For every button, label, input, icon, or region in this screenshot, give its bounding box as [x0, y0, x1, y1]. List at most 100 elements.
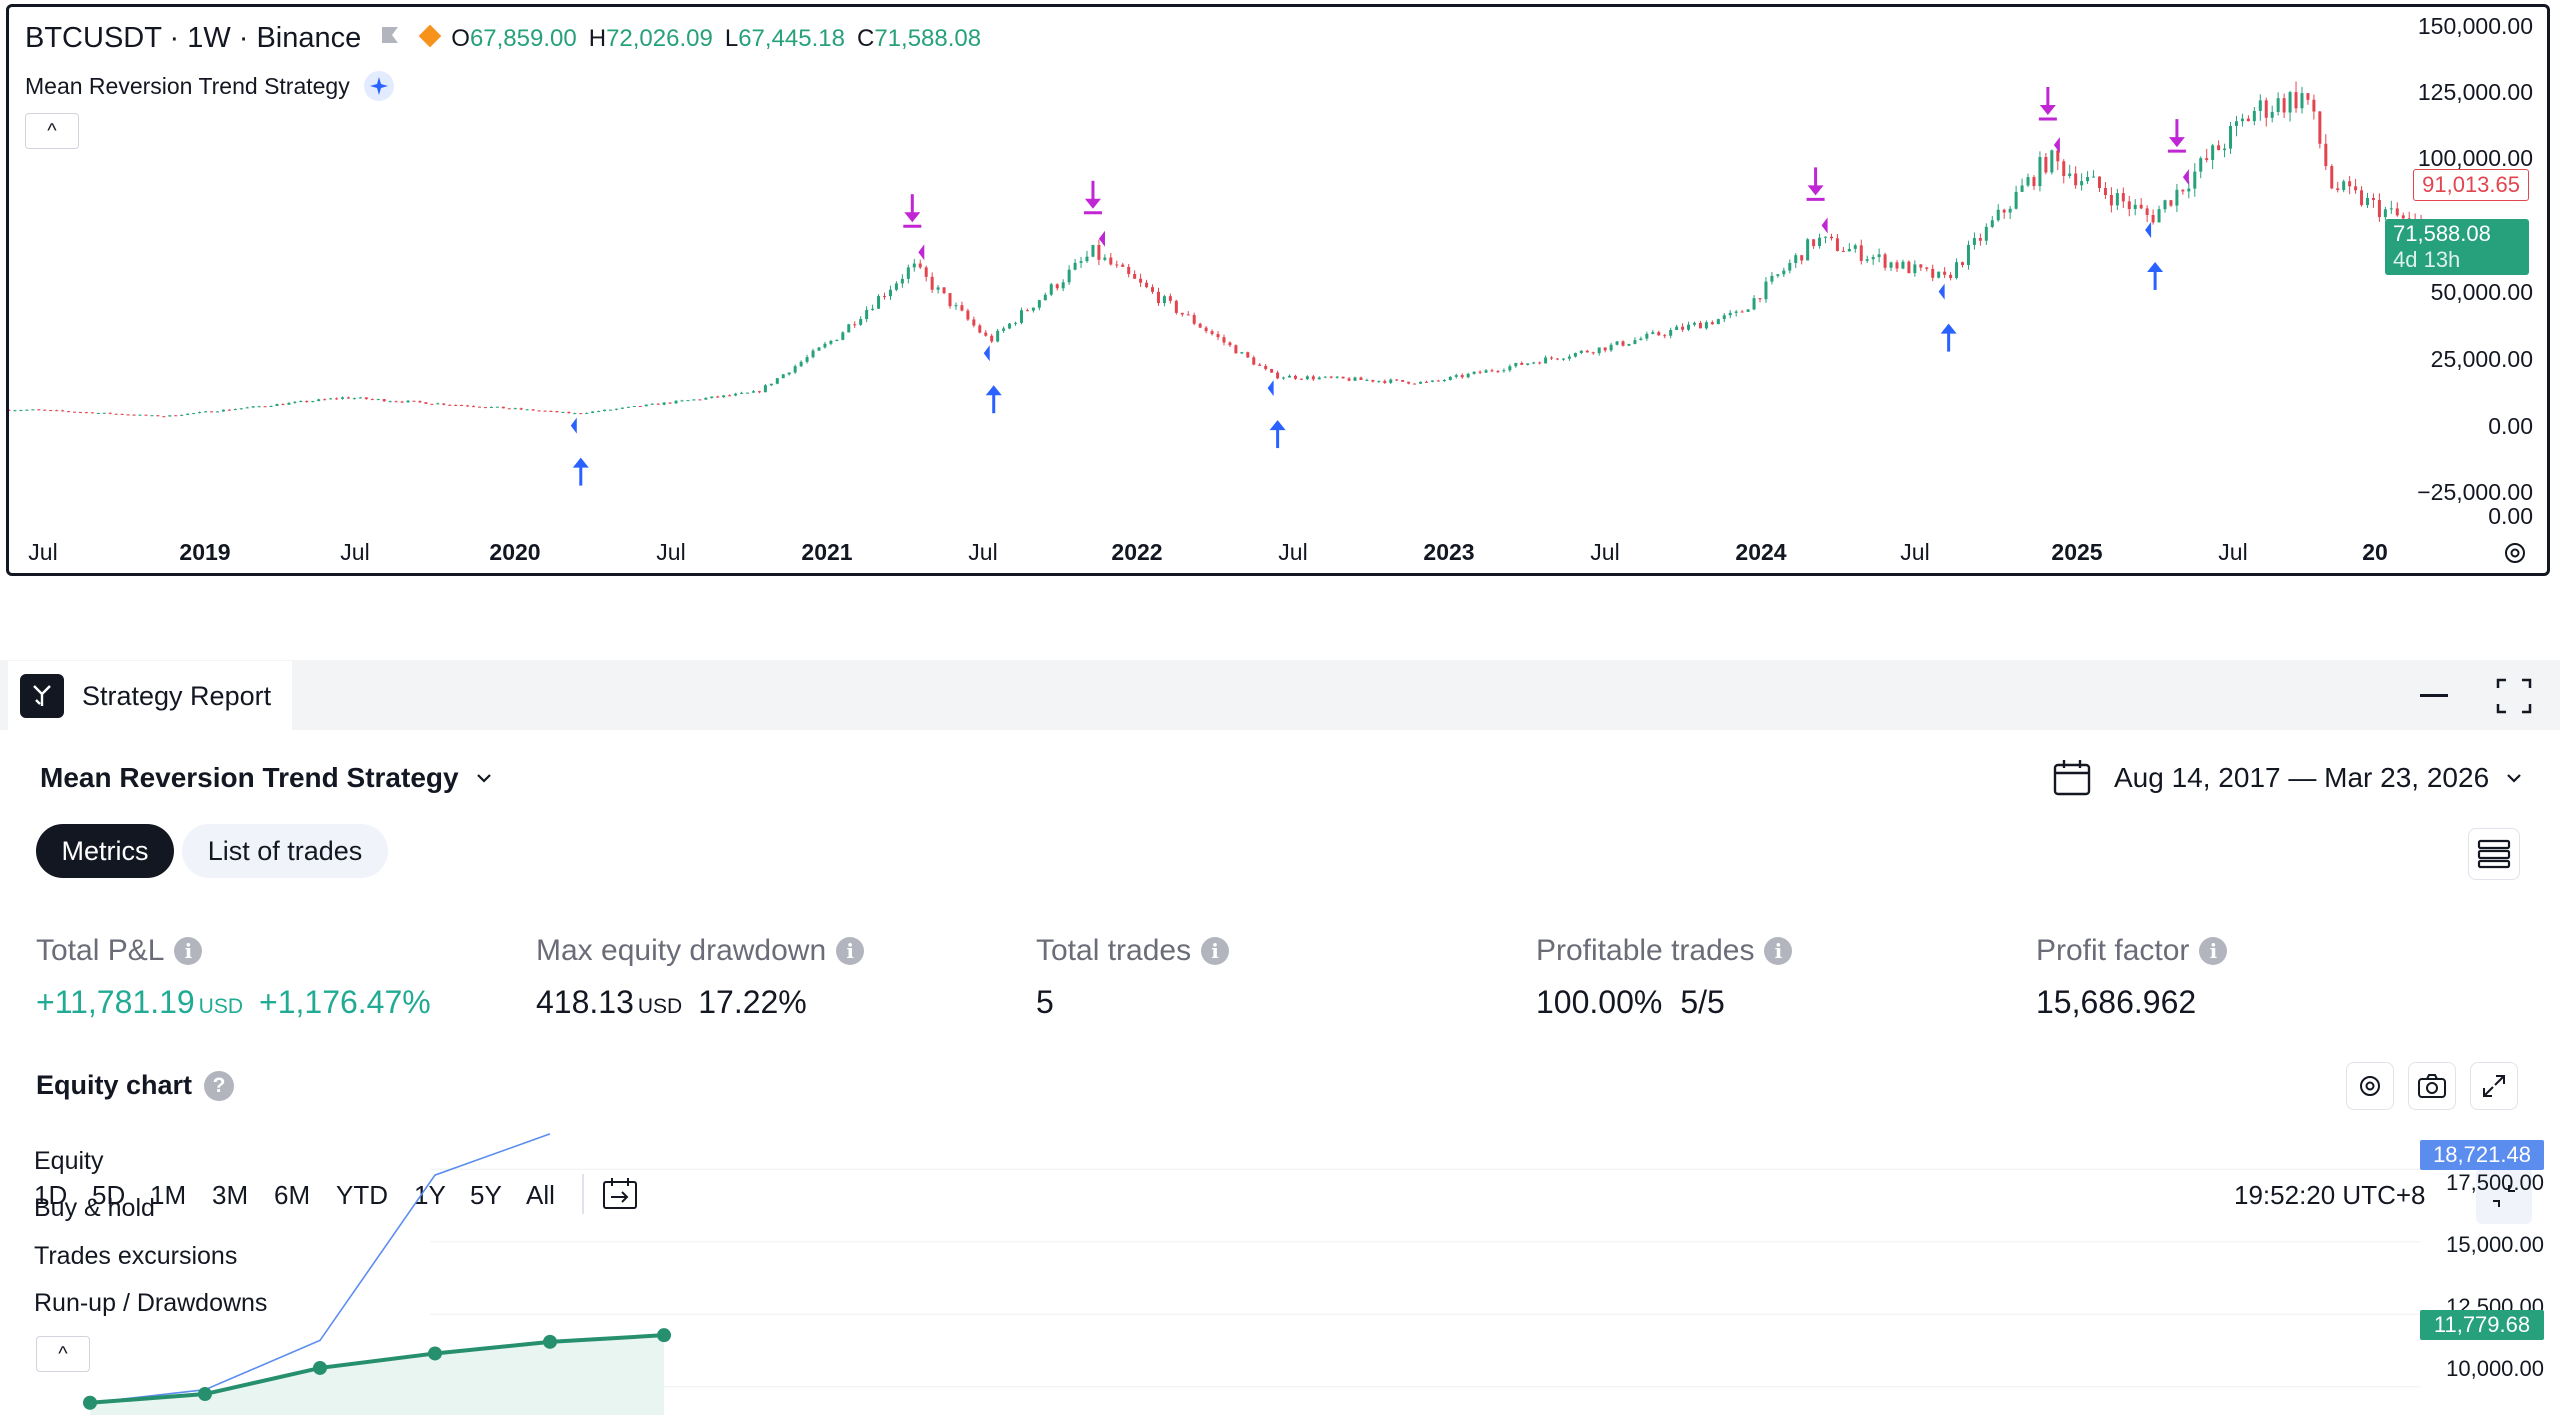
info-icon[interactable]: i: [1201, 937, 1230, 965]
equity-y-label: 15,000.00: [2446, 1232, 2544, 1257]
chevron-down-icon: [2507, 774, 2521, 783]
candle-body: [1299, 378, 1303, 380]
candle-body: [67, 411, 71, 413]
range-5y-button[interactable]: 5Y: [470, 1180, 502, 1210]
candle-body: [954, 305, 958, 307]
candle-body: [346, 397, 350, 399]
date-range-selector[interactable]: Aug 14, 2017 — Mar 23, 2026: [2052, 758, 2527, 798]
candle-body: [1561, 358, 1565, 360]
strategy-legend[interactable]: Mean Reversion Trend Strategy: [25, 71, 394, 101]
symbol-title[interactable]: BTCUSDT · 1W · Binance: [25, 22, 362, 54]
go-to-date-calendar-icon[interactable]: [602, 1176, 640, 1217]
legend-runup-drawdowns[interactable]: Run-up / Drawdowns: [34, 1289, 268, 1317]
info-icon[interactable]: i: [2199, 937, 2228, 965]
candle-body: [281, 404, 285, 406]
candle-body: [1395, 379, 1399, 381]
legend-trades-excursions[interactable]: Trades excursions: [34, 1242, 238, 1270]
equity-settings-button[interactable]: [2346, 1062, 2394, 1110]
minimize-panel-icon[interactable]: [2420, 694, 2448, 697]
range-3m-button[interactable]: 3M: [212, 1180, 249, 1210]
layout-toggle-button[interactable]: [2468, 828, 2520, 880]
candle-body: [2175, 189, 2179, 206]
candle-body: [1204, 327, 1208, 332]
candle-body: [757, 391, 761, 393]
strategy-legend-title[interactable]: Mean Reversion Trend Strategy: [25, 72, 350, 99]
candle-body: [114, 413, 118, 415]
strategy-report-tab[interactable]: Strategy Report: [8, 661, 292, 731]
range-1y-button[interactable]: 1Y: [414, 1180, 446, 1210]
candle-body: [1264, 365, 1268, 370]
tab-list-of-trades[interactable]: List of trades: [182, 824, 388, 878]
candle-body: [1413, 383, 1417, 385]
legend-equity[interactable]: Equity: [34, 1147, 104, 1175]
candle-body: [2062, 161, 2066, 177]
candle-body: [1484, 370, 1488, 373]
equity-legend-collapse-button[interactable]: ^: [36, 1336, 90, 1372]
candle-body: [120, 413, 124, 415]
range-6m-button[interactable]: 6M: [274, 1180, 311, 1210]
candle-body: [2050, 150, 2054, 173]
legend-collapse-button[interactable]: ^: [25, 113, 79, 149]
candle-body: [614, 408, 618, 410]
strategy-selector[interactable]: Mean Reversion Trend Strategy: [40, 762, 497, 794]
candle-body: [853, 324, 857, 326]
candle-body: [19, 410, 23, 412]
range-1m-button[interactable]: 1M: [150, 1180, 187, 1210]
candle-body: [978, 325, 982, 333]
candle-body: [626, 406, 630, 408]
info-icon[interactable]: i: [1764, 937, 1793, 965]
maximize-chart-button[interactable]: [2476, 1168, 2532, 1224]
candle-body: [1645, 333, 1649, 339]
maximize-panel-icon[interactable]: [2496, 678, 2532, 719]
chart-settings-gear-icon[interactable]: [2501, 539, 2529, 572]
candle-body: [1424, 381, 1428, 383]
candle-body: [1174, 300, 1178, 313]
equity-chart-canvas[interactable]: [0, 1100, 2560, 1415]
candle-body: [722, 395, 726, 398]
candle-body: [1466, 373, 1470, 378]
candle-body: [1287, 375, 1291, 378]
clock-time[interactable]: 19:52:20 UTC+8: [2234, 1180, 2426, 1210]
candle-body: [2121, 193, 2125, 202]
range-all-button[interactable]: All: [526, 1180, 555, 1210]
candle-body: [233, 409, 237, 411]
info-icon[interactable]: i: [174, 937, 203, 965]
metric-pnl: Total P&L i: [36, 934, 203, 968]
candle-body: [2068, 173, 2072, 177]
candle-body: [341, 397, 345, 399]
pnl-unit: USD: [198, 995, 244, 1018]
equity-fullscreen-button[interactable]: [2470, 1062, 2518, 1110]
close-label: C: [856, 24, 875, 52]
price-chart-canvas[interactable]: [9, 7, 2547, 573]
candle-body: [2288, 92, 2292, 113]
candle-body: [1734, 311, 1738, 313]
price-chart-panel[interactable]: BTCUSDT · 1W · Binance O 67,859.00 H 72,…: [6, 4, 2550, 576]
help-icon[interactable]: ?: [204, 1070, 235, 1101]
tab-metrics[interactable]: Metrics: [36, 824, 174, 878]
candle-body: [1323, 376, 1327, 378]
drawdown-amount: 418.13: [536, 984, 634, 1020]
candle-body: [442, 403, 446, 405]
equity-snapshot-button[interactable]: [2408, 1062, 2456, 1110]
candle-body: [1156, 291, 1160, 304]
candle-body: [1710, 322, 1714, 325]
candle-body: [883, 296, 887, 298]
candle-body: [31, 409, 35, 411]
candle-body: [1252, 357, 1256, 365]
range-ytd-button[interactable]: YTD: [336, 1180, 388, 1210]
range-1d-button[interactable]: 1D: [34, 1180, 68, 1210]
strategy-sparkle-icon[interactable]: [363, 71, 394, 101]
equity-area: [90, 1335, 664, 1415]
candle-body: [746, 392, 750, 394]
candle-body: [1740, 311, 1744, 313]
buyhold-line: [89, 1133, 551, 1404]
info-icon[interactable]: i: [836, 937, 865, 965]
equity-point: [83, 1395, 97, 1410]
flag-icon[interactable]: [379, 25, 401, 52]
candle-body: [1585, 350, 1589, 353]
candle-body: [209, 411, 213, 413]
candle-body: [466, 405, 470, 407]
legend-buy-hold[interactable]: Buy & hold: [34, 1194, 155, 1222]
candle-body: [1692, 322, 1696, 325]
range-5d-button[interactable]: 5D: [92, 1180, 126, 1210]
